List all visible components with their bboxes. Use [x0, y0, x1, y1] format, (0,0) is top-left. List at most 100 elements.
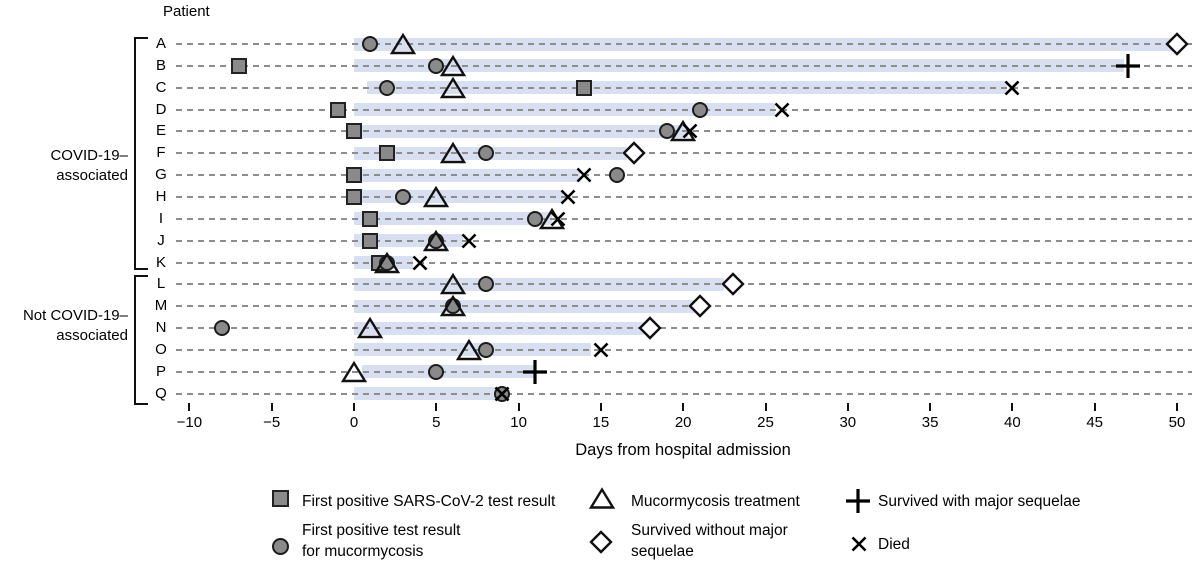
patient-label-D: D	[155, 100, 167, 118]
row-line-B	[176, 64, 1192, 67]
covid-group-bracket	[134, 37, 148, 270]
patient-label-M: M	[154, 297, 168, 315]
y-axis-title: Patient	[163, 3, 210, 20]
x-tick-label-20: 20	[674, 414, 692, 431]
marker-mucor_pos-L	[477, 276, 494, 293]
row-line-G	[176, 174, 1192, 177]
x-tick-label-0: 0	[349, 414, 359, 431]
row-line-D	[176, 108, 1192, 111]
patient-label-O: O	[155, 340, 167, 358]
marker-mucor_pos-O	[477, 341, 494, 358]
marker-treatment-M	[439, 294, 466, 318]
patient-label-G: G	[155, 166, 167, 184]
marker-died-D	[773, 101, 791, 119]
marker-mucor_pos-P	[428, 363, 445, 380]
patient-label-L: L	[156, 275, 166, 293]
x-tick-label-40: 40	[1004, 414, 1021, 431]
x-tick-20	[682, 403, 685, 411]
x-tick-label-30: 30	[839, 414, 857, 431]
row-line-M	[176, 305, 1192, 308]
x-tick-5	[435, 403, 438, 411]
x-tick-label-10: 10	[510, 414, 527, 431]
marker-treatment-B	[439, 54, 466, 77]
x-axis-title: Days from hospital admission	[575, 441, 791, 459]
row-line-I	[176, 217, 1192, 220]
x-tick-label--5: −5	[263, 414, 281, 431]
patient-label-N: N	[155, 319, 167, 337]
marker-sars_pos-J	[362, 232, 379, 249]
marker-died-G	[575, 166, 593, 184]
marker-survived_major_sequelae-B	[1114, 52, 1142, 80]
marker-died-J	[460, 232, 478, 250]
marker-sars_pos-H	[346, 188, 362, 205]
marker-mucor_pos-N	[214, 320, 231, 337]
patient-label-H: H	[155, 187, 167, 205]
marker-sars_pos-B	[230, 57, 247, 74]
marker-mucor_pos-H	[395, 188, 412, 205]
x-tick-40	[1011, 403, 1014, 411]
row-line-A	[176, 43, 1192, 45]
x-tick--5	[270, 403, 273, 411]
marker-survived_no_sequelae-M	[687, 294, 712, 318]
marker-mucor_pos-B	[428, 57, 445, 74]
patient-label-E: E	[155, 122, 166, 140]
row-line-E	[176, 130, 1192, 133]
patient-label-P: P	[155, 362, 166, 380]
marker-treatment-K	[373, 251, 401, 274]
marker-died-Q	[493, 385, 511, 403]
patient-label-B: B	[155, 56, 166, 74]
marker-treatment-C	[439, 76, 466, 99]
x-tick-35	[929, 403, 932, 411]
x-tick-50	[1176, 403, 1178, 411]
row-line-Q	[176, 392, 1192, 395]
x-tick-label-5: 5	[432, 414, 441, 431]
x-tick-label-25: 25	[757, 414, 774, 431]
x-tick-45	[1093, 403, 1096, 411]
marker-mucor_pos-C	[378, 79, 395, 96]
row-line-C	[176, 86, 1192, 89]
row-line-F	[176, 152, 1192, 155]
legend-label-survived-with-sequelae: Survived with major sequelae	[878, 493, 1081, 510]
sars-positive-square-icon	[272, 490, 289, 507]
patient-label-J: J	[157, 231, 165, 249]
x-tick-25	[764, 403, 767, 411]
legend-label-mucormycosis-positive: First positive test result for mucormyco…	[302, 522, 461, 560]
covid-group-label: COVID-19– associated	[50, 147, 128, 184]
patient-label-Q: Q	[155, 384, 167, 402]
marker-mucor_pos-I	[527, 210, 544, 227]
noncovid-group-bracket	[134, 275, 148, 405]
marker-treatment-F	[439, 141, 466, 165]
marker-died-K	[411, 254, 429, 272]
marker-treatment-A	[390, 32, 417, 56]
survived-without-sequelae-diamond-icon	[589, 530, 613, 554]
x-tick-15	[599, 403, 602, 411]
row-line-P	[176, 370, 1192, 373]
legend-label-survived-without-sequelae: Survived without major sequelae	[631, 522, 788, 560]
row-line-J	[176, 239, 1192, 242]
marker-died-I	[549, 210, 567, 228]
row-line-L	[176, 283, 1192, 286]
treatment-triangle-icon	[588, 487, 616, 510]
x-tick-0	[353, 403, 355, 411]
x-tick-label-45: 45	[1086, 414, 1104, 431]
x-tick-30	[846, 403, 849, 411]
x-tick-10	[517, 403, 520, 411]
marker-mucor_pos-D	[691, 101, 708, 118]
marker-died-H	[559, 188, 577, 206]
legend-label-died: Died	[878, 536, 910, 553]
marker-mucor_pos-G	[609, 167, 626, 184]
marker-treatment-O	[456, 338, 483, 361]
marker-treatment-P	[340, 360, 368, 383]
marker-survived_no_sequelae-F	[622, 141, 646, 165]
marker-treatment-L	[439, 273, 466, 296]
marker-survived_no_sequelae-A	[1165, 32, 1189, 56]
marker-sars_pos-D	[329, 101, 346, 118]
marker-sars_pos-G	[346, 167, 362, 184]
marker-died-O	[592, 341, 610, 359]
noncovid-group-label: Not COVID-19– associated	[22, 307, 128, 344]
patient-label-C: C	[155, 78, 167, 96]
row-line-N	[176, 327, 1192, 330]
marker-mucor_pos-F	[477, 145, 494, 162]
row-line-O	[176, 348, 1192, 351]
